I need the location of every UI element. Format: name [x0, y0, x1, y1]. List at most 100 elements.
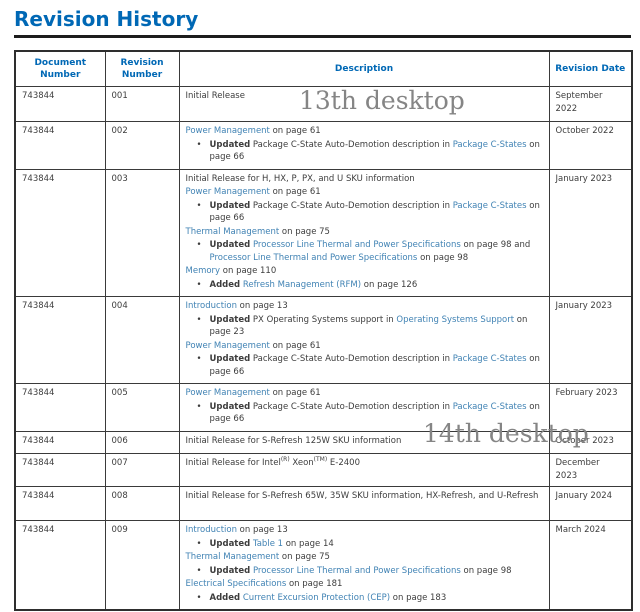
description-text: Initial Release for H, HX, P, PX, and U …: [185, 173, 415, 184]
description-cell: Initial Release for Intel(R) Xeon(TM) E-…: [178, 453, 550, 487]
doc-number-cell: 743844: [14, 296, 106, 384]
table-row: 743844 001 Initial Release September 2022: [14, 86, 633, 122]
header-revision-number: Revision Number: [104, 50, 180, 87]
revision-history-table: Document Number Revision Number Descript…: [14, 50, 633, 611]
description-cell: Introduction on page 13 • Updated PX Opera…: [178, 296, 550, 384]
description-text: Initial Release for S-Refresh 125W SKU i…: [185, 436, 402, 446]
bold-keyword: Added: [209, 279, 241, 290]
description-para: Initial Release: [186, 90, 543, 103]
revision-date-cell: October 2023: [548, 431, 633, 454]
doc-number-cell: 743844: [14, 486, 106, 521]
bullet-icon: •: [196, 565, 202, 576]
description-text: Package C-State Auto-Demotion descriptio…: [250, 354, 453, 364]
description-text: on page 75: [279, 552, 330, 562]
doc-link[interactable]: Introduction: [185, 525, 237, 535]
description-bullet: • Updated Processor Line Thermal and Powe…: [186, 565, 543, 578]
description-text: Initial Release for S-Refresh 65W, 35W S…: [185, 491, 539, 501]
doc-link[interactable]: Refresh Management (RFM): [242, 279, 362, 290]
doc-link[interactable]: Electrical Specifications: [185, 579, 287, 589]
description-cell: Initial Release for S-Refresh 125W SKU i…: [178, 431, 550, 454]
table-row: 743844 003 Initial Release for H, HX, P, P…: [14, 168, 633, 297]
doc-number-cell: 743844: [14, 431, 106, 454]
description-para: Power Management on page 61: [186, 340, 543, 353]
doc-link[interactable]: Package C-States: [452, 200, 527, 211]
doc-link[interactable]: Power Management: [185, 340, 270, 351]
description-para: Thermal Management on page 75: [186, 226, 543, 239]
description-text: on page 61: [269, 388, 321, 398]
revision-number-cell: 002: [104, 121, 180, 170]
description-para: Power Management on page 61: [186, 125, 543, 138]
doc-link[interactable]: Introduction: [185, 301, 237, 311]
description-para: Initial Release for Intel(R) Xeon(TM) E-…: [186, 457, 543, 470]
doc-link[interactable]: Power Management: [185, 187, 270, 197]
description-text: Initial Release: [185, 91, 245, 101]
bold-keyword: Updated: [209, 200, 251, 211]
description-text: on page 13: [236, 525, 288, 535]
revision-date-cell: October 2022: [548, 121, 633, 170]
description-para: Power Management on page 61: [186, 186, 543, 199]
bold-keyword: Updated: [209, 401, 251, 412]
header-description: Description: [178, 50, 550, 87]
table-body: 743844 001 Initial Release September 2022 74…: [14, 86, 633, 611]
doc-link[interactable]: Thermal Management: [185, 552, 280, 562]
revision-date-cell: December 2023: [548, 453, 633, 487]
bullet-icon: •: [196, 538, 202, 549]
description-text: on page 98: [460, 565, 512, 576]
description-text: Xeon: [289, 458, 314, 468]
revision-number-cell: 001: [104, 86, 180, 122]
superscript-mark: (R): [280, 456, 290, 464]
description-para: Electrical Specifications on page 181: [186, 578, 543, 591]
superscript-mark: (TM): [313, 456, 328, 464]
doc-link[interactable]: Package C-States: [452, 354, 527, 364]
description-text: on page 183: [390, 592, 447, 603]
bold-keyword: Added: [209, 592, 241, 603]
description-para: Thermal Management on page 75: [186, 551, 543, 564]
description-bullet: • Added Refresh Management (RFM) on page …: [186, 279, 543, 292]
description-bullet: • Updated Package C-State Auto-Demotion d…: [186, 353, 543, 378]
description-text: on page 126: [361, 279, 418, 290]
bullet-icon: •: [196, 354, 202, 364]
doc-link[interactable]: Current Excursion Protection (CEP): [242, 592, 391, 603]
revision-number-cell: 003: [104, 168, 180, 297]
doc-link[interactable]: Package C-States: [452, 139, 527, 150]
table-row: 743844 004 Introduction on page 13 • Updated…: [14, 296, 633, 384]
description-text: Initial Release for Intel: [185, 458, 281, 468]
description-para: Memory on page 110: [186, 265, 543, 278]
doc-link[interactable]: Memory: [185, 266, 221, 276]
doc-link[interactable]: Table 1: [252, 538, 284, 549]
doc-link[interactable]: Processor Line Thermal and Power Specifi…: [252, 565, 461, 576]
description-para: Initial Release for H, HX, P, PX, and U …: [186, 173, 543, 186]
doc-link[interactable]: Processor Line Thermal and Power Specifi…: [209, 252, 418, 263]
description-bullet: • Updated Package C-State Auto-Demotion d…: [186, 401, 543, 426]
bullet-icon: •: [196, 139, 202, 150]
doc-link[interactable]: Power Management: [185, 388, 270, 398]
description-bullet: • Updated Processor Line Thermal and Powe…: [186, 239, 543, 264]
description-bullet: • Updated Package C-State Auto-Demotion d…: [186, 200, 543, 225]
doc-number-cell: 743844: [14, 520, 106, 611]
description-text: on page 61: [269, 340, 321, 351]
description-cell: Power Management on page 61 • Updated Pack…: [178, 383, 550, 432]
revision-date-cell: January 2024: [548, 486, 633, 521]
bullet-icon: •: [196, 401, 202, 412]
doc-link[interactable]: Thermal Management: [185, 226, 280, 237]
table-header-row: Document Number Revision Number Descript…: [14, 50, 633, 87]
bullet-icon: •: [196, 240, 202, 250]
description-text: on page 14: [283, 538, 334, 549]
description-cell: Introduction on page 13 • Updated Table 1 …: [178, 520, 550, 611]
doc-link[interactable]: Processor Line Thermal and Power Specifi…: [252, 240, 461, 250]
description-bullet: • Updated PX Operating Systems support in…: [186, 314, 543, 339]
doc-link[interactable]: Operating Systems Support: [396, 314, 515, 325]
doc-link[interactable]: Power Management: [185, 126, 270, 136]
table-row: 743844 009 Introduction on page 13 • Updated…: [14, 520, 633, 611]
doc-link[interactable]: Package C-States: [452, 401, 527, 412]
table-row: 743844 007 Initial Release for Intel(R) Xe…: [14, 453, 633, 487]
bullet-icon: •: [196, 279, 202, 290]
doc-number-cell: 743844: [14, 86, 106, 122]
description-text: on page 23: [209, 314, 528, 338]
bold-keyword: Updated: [209, 314, 251, 325]
description-para: Initial Release for S-Refresh 125W SKU i…: [186, 435, 543, 448]
revision-date-cell: January 2023: [548, 296, 633, 384]
description-text: on page 66: [209, 200, 540, 224]
header-revision-date: Revision Date: [548, 50, 633, 87]
